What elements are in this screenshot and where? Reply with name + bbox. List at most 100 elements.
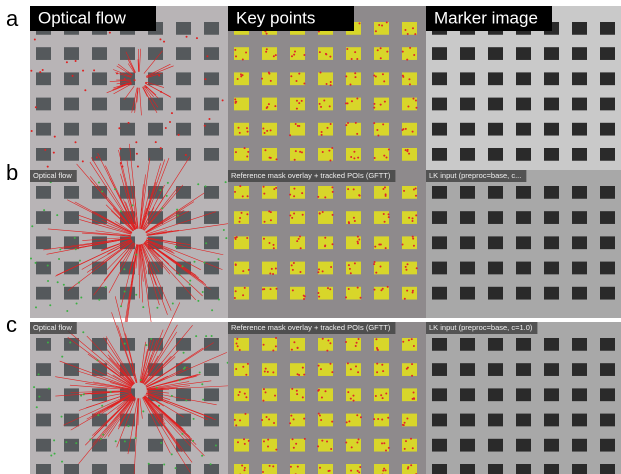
grid-square	[460, 439, 475, 452]
grid-square	[600, 287, 615, 300]
key-point	[357, 470, 359, 472]
flow-point	[189, 280, 191, 282]
key-point	[383, 155, 385, 157]
grid-square	[346, 262, 361, 275]
flow-point	[61, 416, 63, 418]
key-point	[299, 235, 301, 237]
grid-square	[600, 388, 615, 401]
flow-point	[171, 395, 173, 397]
flow-point	[82, 160, 84, 162]
flow-point	[61, 461, 63, 463]
flow-point	[210, 463, 212, 465]
flow-point	[82, 70, 84, 72]
key-point	[326, 441, 328, 443]
flow-point	[98, 181, 100, 183]
key-point	[329, 56, 331, 58]
key-point	[358, 239, 360, 241]
key-point	[235, 102, 237, 104]
key-point	[244, 467, 246, 469]
key-point	[388, 148, 390, 150]
grid-square	[318, 262, 333, 275]
flow-point	[44, 149, 46, 151]
key-point	[356, 414, 358, 416]
key-point	[237, 345, 239, 347]
grid-square	[544, 186, 559, 199]
key-point	[328, 470, 330, 472]
flow-point	[119, 148, 121, 150]
flow-point	[66, 310, 68, 312]
flow-point	[35, 262, 37, 264]
grid-square	[204, 47, 219, 60]
key-point	[275, 337, 277, 339]
grid-square	[432, 123, 447, 136]
grid-square	[402, 98, 417, 111]
key-point	[270, 288, 272, 290]
grid-square	[204, 98, 219, 111]
key-point	[347, 362, 349, 364]
grid-square	[374, 123, 389, 136]
flow-point	[80, 395, 82, 397]
key-point	[293, 195, 295, 197]
key-point	[382, 73, 384, 75]
grid-square	[176, 464, 191, 474]
key-point	[270, 80, 272, 82]
key-point	[239, 391, 241, 393]
key-point	[383, 468, 385, 470]
grid-square	[64, 123, 79, 136]
grid-square	[176, 123, 191, 136]
key-point	[405, 440, 407, 442]
key-point	[239, 132, 241, 134]
flow-point	[31, 130, 33, 132]
key-point	[304, 438, 306, 440]
grid-square	[572, 464, 587, 474]
key-point	[234, 49, 236, 51]
flow-point	[47, 166, 49, 168]
key-point	[297, 466, 299, 468]
panel-title: Marker image	[434, 8, 538, 27]
grid-square	[402, 287, 417, 300]
key-point	[382, 470, 384, 472]
flow-point	[135, 254, 137, 256]
grid-square	[460, 338, 475, 351]
grid-square	[290, 287, 305, 300]
key-point	[275, 345, 277, 347]
flow-point	[179, 379, 181, 381]
key-point	[357, 287, 359, 289]
grid-square	[460, 148, 475, 161]
grid-square	[262, 363, 277, 376]
grid-square	[488, 186, 503, 199]
key-point	[246, 155, 248, 157]
key-point	[291, 217, 293, 219]
key-point	[330, 266, 332, 268]
grid-square	[262, 148, 277, 161]
key-point	[373, 122, 375, 124]
key-point	[405, 128, 407, 130]
key-point	[327, 340, 329, 342]
grid-square	[176, 186, 191, 199]
key-point	[381, 419, 383, 421]
grid-square	[234, 388, 249, 401]
grid-square	[402, 236, 417, 249]
key-point	[248, 440, 250, 442]
flow-point	[159, 38, 161, 40]
grid-square	[432, 211, 447, 224]
flow-point	[199, 372, 201, 374]
grid-square	[92, 72, 107, 85]
key-point	[247, 131, 249, 133]
grid-square	[432, 148, 447, 161]
key-point	[276, 158, 278, 160]
key-point	[290, 75, 292, 77]
figure: a b c Optical flowKey pointsMarker image…	[0, 0, 621, 474]
grid-square	[488, 72, 503, 85]
key-point	[330, 84, 332, 86]
key-point	[412, 290, 414, 292]
key-point	[388, 213, 390, 215]
flow-point	[145, 344, 147, 346]
key-point	[330, 81, 332, 83]
key-point	[294, 50, 296, 52]
key-point	[262, 471, 264, 473]
key-point	[269, 465, 271, 467]
flow-point	[72, 75, 74, 77]
key-point	[380, 47, 382, 49]
grid-square	[600, 464, 615, 474]
